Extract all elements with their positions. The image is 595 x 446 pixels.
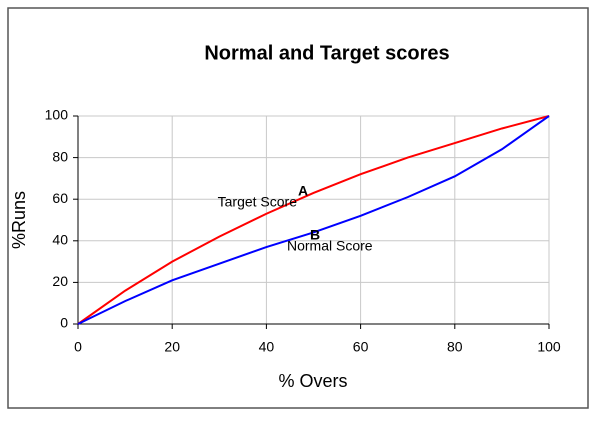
x-tick-label: 0 xyxy=(74,339,82,355)
y-tick-label: 60 xyxy=(52,190,68,206)
y-tick-label: 80 xyxy=(52,148,68,164)
x-tick-label: 60 xyxy=(353,339,369,355)
y-tick-label: 40 xyxy=(52,232,68,248)
y-axis-title: %Runs xyxy=(9,191,29,249)
line-series xyxy=(77,115,550,325)
y-tick-label: 0 xyxy=(60,315,68,331)
x-tick-label: 100 xyxy=(537,339,561,355)
marker-label: B xyxy=(310,227,320,243)
y-tick-label: 20 xyxy=(52,273,68,289)
y-tick-label: 100 xyxy=(45,107,69,123)
line-series xyxy=(77,115,550,325)
x-axis-title: % Overs xyxy=(278,371,347,391)
series-label: Target Score xyxy=(218,194,298,210)
x-tick-label: 20 xyxy=(164,339,180,355)
x-tick-label: 40 xyxy=(259,339,275,355)
plot-area xyxy=(77,115,550,325)
series-label: Normal Score xyxy=(287,238,373,254)
x-tick-label: 80 xyxy=(447,339,463,355)
chart-title: Normal and Target scores xyxy=(204,42,449,64)
marker-label: A xyxy=(298,183,308,199)
